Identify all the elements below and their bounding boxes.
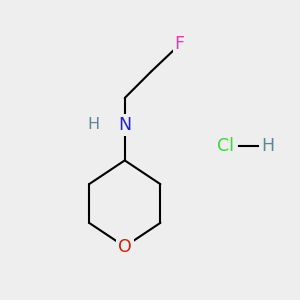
Text: N: N xyxy=(118,116,131,134)
Text: O: O xyxy=(118,238,132,256)
Text: H: H xyxy=(261,136,274,154)
Text: Cl: Cl xyxy=(217,136,234,154)
Text: H: H xyxy=(88,117,100,132)
Text: F: F xyxy=(175,35,185,53)
